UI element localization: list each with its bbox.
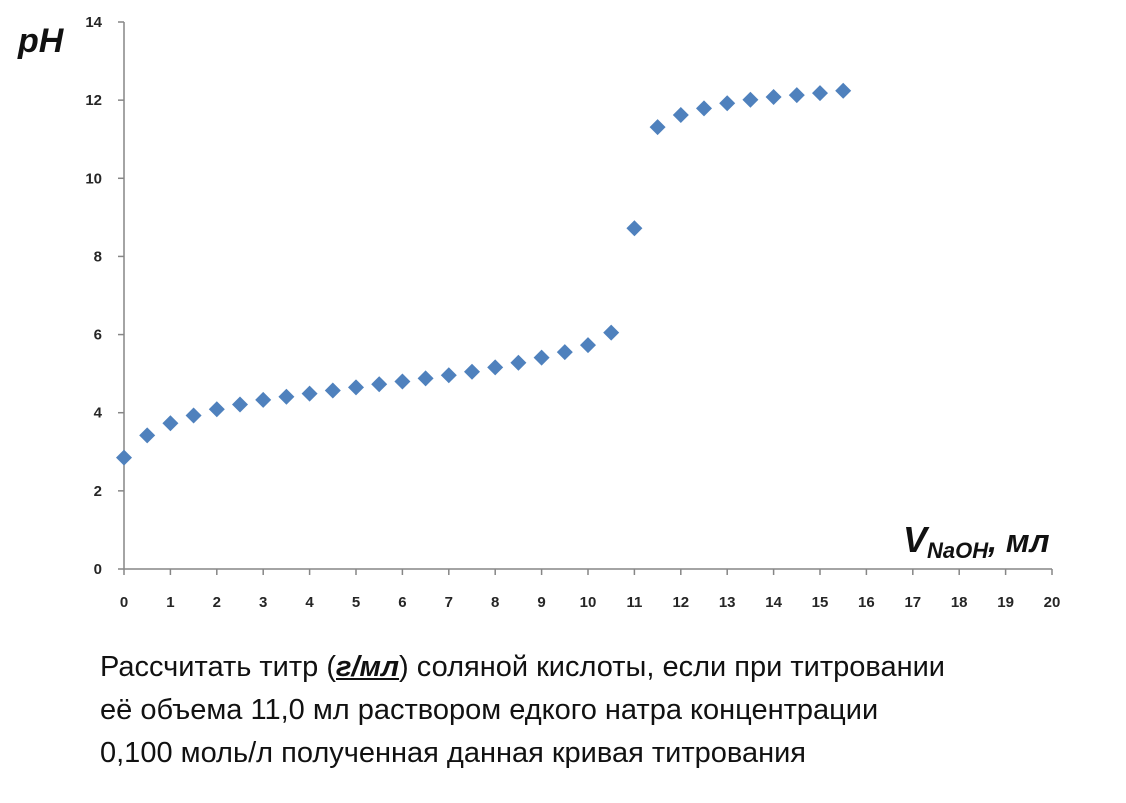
problem-line-3: 0,100 моль/л полученная данная кривая ти… bbox=[100, 737, 806, 769]
x-tick-label: 15 bbox=[812, 594, 829, 611]
x-tick-label: 3 bbox=[259, 594, 267, 611]
titration-chart: 0 1 2 3 4 5 6 7 8 9 10 11 12 13 14 15 16 17 18 19 2002468101… bbox=[17, 14, 1060, 611]
x-tick-label: 6 bbox=[398, 594, 406, 611]
data-point bbox=[278, 388, 295, 405]
data-point bbox=[603, 324, 620, 341]
chart-axes bbox=[123, 22, 1052, 570]
x-tick-label: 19 bbox=[997, 594, 1014, 611]
data-point bbox=[162, 415, 179, 432]
y-axis-title: pH bbox=[17, 22, 65, 60]
x-tick-label: 4 bbox=[305, 594, 314, 611]
problem-units: г/мл bbox=[336, 651, 400, 683]
chart-points bbox=[116, 82, 852, 466]
x-tick-label: 5 bbox=[352, 594, 360, 611]
data-point bbox=[672, 106, 689, 123]
x-tick-label: 18 bbox=[951, 594, 968, 611]
data-point bbox=[417, 370, 434, 387]
x-tick-label: 1 bbox=[166, 594, 174, 611]
data-point bbox=[139, 427, 156, 444]
x-tick-label: 17 bbox=[904, 594, 921, 611]
problem-line-1: Рассчитать титр (г/мл) соляной кислоты, … bbox=[100, 646, 1110, 689]
problem-line-2: её объема 11,0 мл раствором едкого натра… bbox=[100, 694, 879, 726]
problem-line-1-start: Рассчитать титр ( bbox=[100, 651, 336, 683]
x-tick-label: 13 bbox=[719, 594, 736, 611]
x-tick-label: 8 bbox=[491, 594, 499, 611]
y-tick-label: 6 bbox=[94, 327, 102, 344]
data-point bbox=[533, 349, 550, 366]
data-point bbox=[232, 396, 248, 413]
data-point bbox=[765, 89, 782, 106]
y-tick-label: 14 bbox=[85, 14, 102, 31]
data-point bbox=[649, 119, 666, 136]
data-point bbox=[185, 407, 202, 424]
data-point bbox=[348, 379, 364, 396]
x-tick-label: 11 bbox=[626, 594, 642, 611]
x-tick-label: 10 bbox=[580, 594, 597, 611]
y-tick-label: 4 bbox=[94, 405, 103, 422]
y-tick-label: 0 bbox=[94, 561, 102, 578]
problem-statement: Рассчитать титр (г/мл) соляной кислоты, … bbox=[100, 646, 1110, 775]
x-tick-label: 0 bbox=[120, 594, 128, 611]
data-point bbox=[464, 363, 480, 380]
x-axis-title-sub: NaOH bbox=[927, 538, 989, 563]
data-point bbox=[696, 100, 712, 117]
data-point bbox=[208, 401, 225, 418]
x-tick-label: 20 bbox=[1044, 594, 1061, 611]
data-point bbox=[371, 376, 388, 393]
data-point bbox=[556, 344, 573, 361]
y-tick-label: 2 bbox=[94, 483, 102, 500]
data-point bbox=[487, 359, 504, 376]
data-point bbox=[510, 354, 527, 371]
x-axis-title-unit: , мл bbox=[987, 523, 1049, 559]
problem-line-1-end: ) соляной кислоты, если при титровании bbox=[399, 651, 945, 683]
x-axis-title: VNaOH, мл bbox=[903, 519, 1050, 563]
data-point bbox=[835, 82, 852, 99]
y-tick-label: 12 bbox=[85, 92, 102, 109]
data-point bbox=[580, 337, 596, 354]
data-point bbox=[719, 95, 736, 112]
data-point bbox=[394, 373, 411, 390]
x-tick-label: 14 bbox=[765, 594, 782, 611]
data-point bbox=[301, 385, 318, 402]
x-tick-label: 7 bbox=[445, 594, 453, 611]
x-axis-title-main: V bbox=[903, 519, 930, 560]
y-tick-label: 8 bbox=[94, 248, 102, 265]
y-tick-label: 10 bbox=[85, 170, 102, 187]
x-tick-label: 9 bbox=[537, 594, 545, 611]
data-point bbox=[742, 91, 759, 108]
x-tick-label: 12 bbox=[672, 594, 689, 611]
data-point bbox=[440, 367, 457, 384]
data-point bbox=[324, 382, 341, 399]
x-tick-label: 2 bbox=[213, 594, 221, 611]
data-point bbox=[626, 220, 643, 237]
chart-ticks: 0 1 2 3 4 5 6 7 8 9 10 11 12 13 14 15 16 17 18 19 2002468101… bbox=[85, 14, 1060, 611]
data-point bbox=[788, 87, 805, 104]
data-point bbox=[255, 391, 272, 408]
data-point bbox=[812, 85, 828, 102]
data-point bbox=[116, 449, 132, 466]
x-tick-label: 16 bbox=[858, 594, 875, 611]
